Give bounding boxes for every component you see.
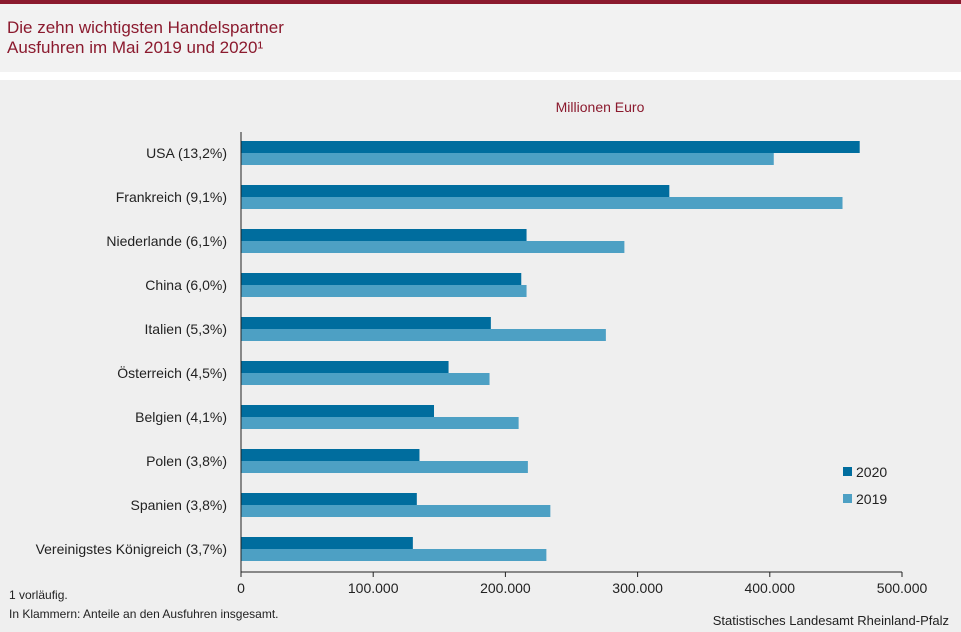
category-labels: USA (13,2%) Frankreich (9,1%) Niederlande … [36,145,227,557]
legend: 2020 2019 [843,464,887,507]
category-label: Spanien (3,8%) [130,497,227,513]
bar-2020-österreich [241,361,449,373]
category-label: China (6,0%) [145,277,227,293]
bar-2019-vereinigstes-königreich [241,549,547,561]
bar-2019-spanien [241,505,551,517]
top-accent-bar [0,0,961,4]
bar-2019-niederlande [241,241,625,253]
category-label: Polen (3,8%) [146,453,227,469]
category-label: Vereinigstes Königreich (3,7%) [36,541,227,557]
bar-2019-frankreich [241,197,843,209]
chart-title: Die zehn wichtigsten Handelspartner [7,18,284,37]
legend-swatch-2019 [843,494,852,503]
bar-2019-österreich [241,373,490,385]
bar-2019-china [241,285,527,297]
bar-2020-spanien [241,493,417,505]
bar-2020-italien [241,317,491,329]
x-tick-label: 100.000 [348,580,399,596]
source-credit: Statistisches Landesamt Rheinland-Pfalz [712,613,949,628]
x-tick-label: 400.000 [744,580,795,596]
footnote-shares: In Klammern: Anteile an den Ausfuhren in… [9,607,279,621]
bar-2019-belgien [241,417,519,429]
category-label: Österreich (4,5%) [117,364,227,381]
category-label: USA (13,2%) [146,145,227,161]
bar-2019-italien [241,329,606,341]
bar-2020-polen [241,449,420,461]
header: Die zehn wichtigsten Handelspartner Ausf… [0,4,961,72]
legend-label-2019: 2019 [856,491,887,507]
x-axis: 0 100.000 200.000 300.000 400.000 500.000 [237,132,928,596]
category-label: Niederlande (6,1%) [106,233,227,249]
unit-label: Millionen Euro [556,99,645,115]
bar-2020-usa [241,141,860,153]
category-label: Frankreich (9,1%) [116,189,227,205]
x-tick-label: 500.000 [877,580,928,596]
bars-group [241,141,860,561]
bar-2019-usa [241,153,774,165]
legend-label-2020: 2020 [856,464,887,480]
bar-2020-niederlande [241,229,527,241]
chart-subtitle: Ausfuhren im Mai 2019 und 2020¹ [7,38,264,57]
x-tick-label: 200.000 [480,580,531,596]
x-tick-label: 300.000 [612,580,663,596]
bar-2020-frankreich [241,185,670,197]
x-tick-label: 0 [237,580,245,596]
legend-swatch-2020 [843,467,852,476]
bar-2019-polen [241,461,528,473]
bar-2020-belgien [241,405,435,417]
category-label: Belgien (4,1%) [135,409,227,425]
bar-2020-china [241,273,522,285]
header-separator [0,72,961,80]
bar-2020-vereinigstes-königreich [241,537,413,549]
bar-chart: Millionen Euro USA (13,2%) Frankreich (9,… [36,99,928,596]
footnote-preliminary: 1 vorläufig. [9,588,68,602]
category-label: Italien (5,3%) [145,321,227,337]
